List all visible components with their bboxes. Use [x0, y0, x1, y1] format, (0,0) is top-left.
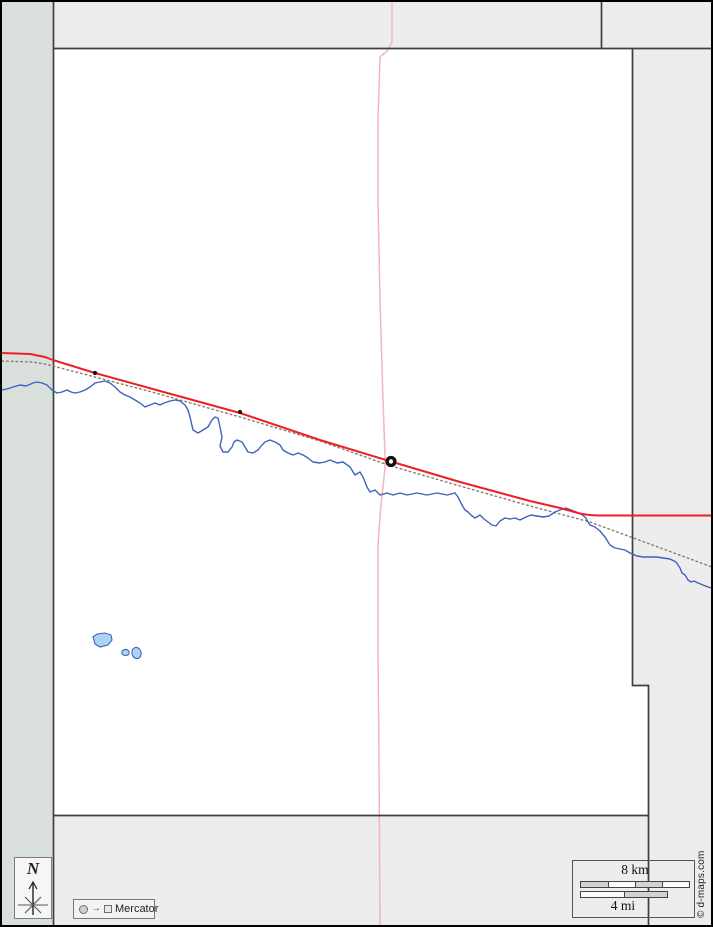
compass-rose-icon [18, 880, 48, 915]
copyright-text: © d-maps.com [696, 850, 707, 918]
compass-box: N [14, 857, 52, 919]
north-label: N [26, 859, 40, 878]
local-road-line [377, 2, 393, 925]
neighbor-region-west [2, 2, 54, 925]
scale-mi-label: 4 mi [610, 898, 636, 913]
scale-box: 8 km 4 mi [572, 860, 695, 918]
arrow-symbol-icon: → [91, 903, 101, 914]
scale-km-bar [580, 881, 690, 888]
county-area [53, 49, 649, 816]
circle-symbol-icon [79, 904, 88, 914]
railroad-line [2, 360, 711, 568]
scale-bar-segment [635, 882, 662, 887]
projection-legend: → Mercator [73, 899, 159, 919]
scale-bar-segment [581, 882, 608, 887]
scale-km-label: 8 km [621, 862, 649, 877]
lake [121, 648, 130, 657]
projection-label: Mercator [115, 903, 159, 915]
city-marker [385, 455, 397, 468]
scale-bar-segment [608, 882, 635, 887]
scale-bar-segment [662, 882, 689, 887]
river-line [2, 380, 711, 589]
town-dot [92, 370, 98, 376]
town-dot [237, 409, 243, 415]
scale-mi-bar [580, 891, 668, 898]
east-boundary-line [631, 48, 650, 925]
highway-line [2, 352, 711, 517]
lake [92, 632, 113, 648]
scale-bar-segment [581, 892, 624, 897]
scale-bar-segment [624, 892, 667, 897]
lake [131, 646, 142, 660]
square-symbol-icon [104, 905, 112, 913]
